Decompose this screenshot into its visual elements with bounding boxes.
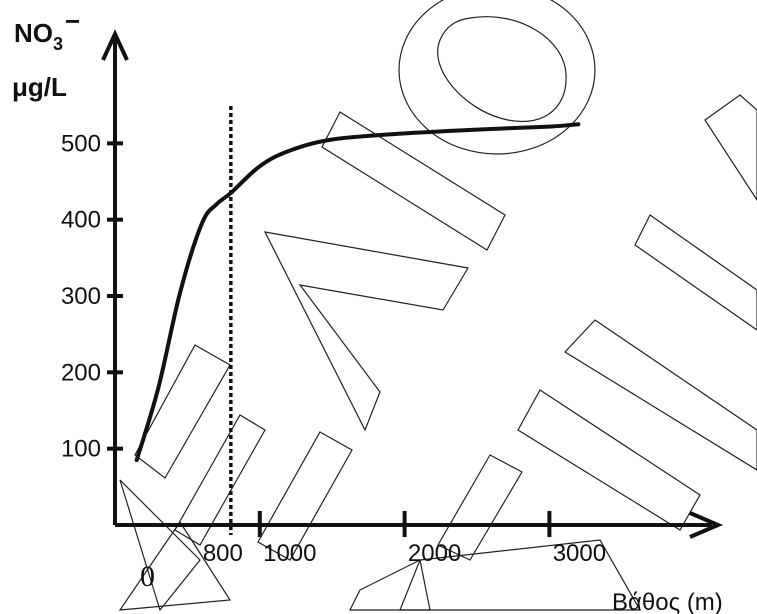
x-tick-label: 1000 <box>263 540 316 567</box>
y-ticks: 100 200 300 400 500 <box>61 130 123 463</box>
y-axis-label: NO3− μg/L <box>12 6 80 102</box>
series-line <box>134 122 581 463</box>
y-tick-label: 200 <box>61 359 101 386</box>
x-tick-label: 3000 <box>553 540 606 567</box>
y-axis-arrow <box>101 29 129 61</box>
x-tick-label: 2000 <box>408 540 461 567</box>
x-ticks: 800 1000 2000 3000 <box>203 511 606 567</box>
x-axis-label: Βάθος (m) <box>612 589 723 614</box>
axes <box>101 29 724 539</box>
y-tick-label: 100 <box>61 436 101 463</box>
watermark-logo <box>118 0 757 612</box>
y-label-sup: − <box>65 6 80 36</box>
x-axis-arrow <box>689 511 724 539</box>
y-tick-label: 500 <box>61 130 101 157</box>
y-label-main: NO <box>14 18 53 48</box>
x-tick-label: 800 <box>203 540 243 567</box>
origin-label: 0 <box>140 560 155 593</box>
y-label-sub: 3 <box>53 34 63 54</box>
y-label-unit: μg/L <box>12 72 67 102</box>
y-tick-label: 400 <box>61 207 101 234</box>
svg-text:NO3−: NO3− <box>14 6 80 54</box>
y-tick-label: 300 <box>61 283 101 310</box>
